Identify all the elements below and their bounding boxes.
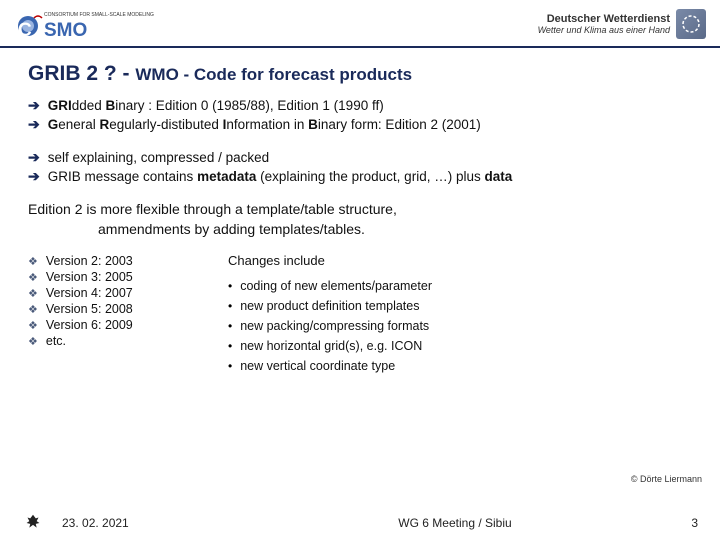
list-item: GRIB message contains metadata (explaini… xyxy=(28,167,692,186)
slide-content: GRIB 2 ? - WMO - Code for forecast produ… xyxy=(0,48,720,376)
versions-column: Version 2: 2003 Version 3: 2005 Version … xyxy=(28,253,198,376)
flexibility-text: Edition 2 is more flexible through a tem… xyxy=(28,200,692,239)
cosmo-logo: CONSORTIUM FOR SMALL-SCALE MODELING SMO … xyxy=(14,6,154,42)
list-item: new packing/compressing formats xyxy=(228,316,692,336)
changes-heading: Changes include xyxy=(228,253,692,268)
list-item: etc. xyxy=(28,333,198,349)
dwd-badge xyxy=(676,9,706,39)
slide-footer: 23. 02. 2021 WG 6 Meeting / Sibiu 3 xyxy=(0,506,720,540)
list-item: General Regularly-distibuted Information… xyxy=(28,115,692,134)
title-dash: - xyxy=(123,62,136,85)
list-item: GRIdded Binary : Edition 0 (1985/88), Ed… xyxy=(28,96,692,115)
svg-text:C: C xyxy=(18,20,32,41)
dwd-subtitle: Wetter und Klima aus einer Hand xyxy=(538,25,670,35)
versions-list: Version 2: 2003 Version 3: 2005 Version … xyxy=(28,253,198,349)
flex-line1: Edition 2 is more flexible through a tem… xyxy=(28,201,397,217)
list-item: Version 2: 2003 xyxy=(28,253,198,269)
list-item: Version 5: 2008 xyxy=(28,301,198,317)
footer-page: 3 xyxy=(668,516,698,530)
features-list: self explaining, compressed / packed GRI… xyxy=(28,148,692,186)
list-item: new vertical coordinate type xyxy=(228,356,692,376)
slide-title: GRIB 2 ? - WMO - Code for forecast produ… xyxy=(28,62,692,86)
title-main: GRIB 2 ? xyxy=(28,62,117,85)
cosmo-tagline: CONSORTIUM FOR SMALL-SCALE MODELING xyxy=(44,12,154,18)
svg-text:SMO: SMO xyxy=(44,20,87,41)
changes-list: coding of new elements/parameter new pro… xyxy=(228,276,692,376)
list-item: Version 6: 2009 xyxy=(28,317,198,333)
dwd-logo: Deutscher Wetterdienst Wetter und Klima … xyxy=(538,9,706,39)
footer-date: 23. 02. 2021 xyxy=(62,516,242,530)
list-item: Version 4: 2007 xyxy=(28,285,198,301)
eagle-icon xyxy=(22,512,44,534)
list-item: new horizontal grid(s), e.g. ICON xyxy=(228,336,692,356)
flex-line2: ammendments by adding templates/tables. xyxy=(28,220,692,240)
list-item: self explaining, compressed / packed xyxy=(28,148,692,167)
acronym-list: GRIdded Binary : Edition 0 (1985/88), Ed… xyxy=(28,96,692,134)
changes-column: Changes include coding of new elements/p… xyxy=(228,253,692,376)
footer-center: WG 6 Meeting / Sibiu xyxy=(242,516,668,530)
list-item: coding of new elements/parameter xyxy=(228,276,692,296)
columns: Version 2: 2003 Version 3: 2005 Version … xyxy=(28,253,692,376)
dwd-title: Deutscher Wetterdienst xyxy=(538,13,670,25)
list-item: new product definition templates xyxy=(228,296,692,316)
title-sub: WMO - Code for forecast products xyxy=(135,65,412,84)
slide-header: CONSORTIUM FOR SMALL-SCALE MODELING SMO … xyxy=(0,0,720,48)
author-credit: Dörte Liermann xyxy=(631,474,702,484)
list-item: Version 3: 2005 xyxy=(28,269,198,285)
